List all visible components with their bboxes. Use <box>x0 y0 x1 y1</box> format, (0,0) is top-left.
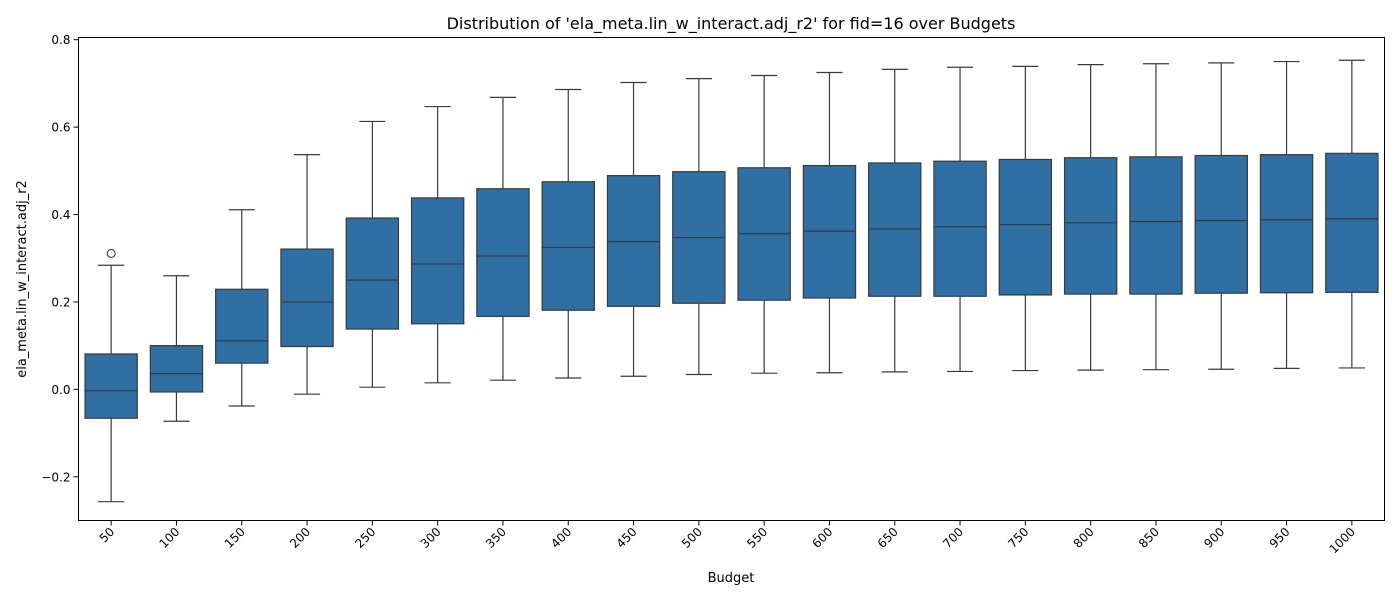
y-tick-label: 0.0 <box>51 383 70 397</box>
x-tick-label: 250 <box>352 525 378 551</box>
chart-title: Distribution of 'ela_meta.lin_w_interact… <box>447 14 1016 34</box>
x-tick-label: 550 <box>744 525 770 551</box>
box-350 <box>476 96 530 381</box>
iqr-box <box>410 197 465 325</box>
iqr-box <box>215 288 269 364</box>
iqr-box <box>868 162 922 297</box>
y-tick-label: 0.4 <box>51 208 70 222</box>
x-tick-label: 950 <box>1267 525 1293 551</box>
x-tick-label: 150 <box>222 525 248 551</box>
x-axis-label: Budget <box>708 571 755 586</box>
box-500 <box>672 77 726 376</box>
iqr-box <box>933 160 987 297</box>
x-tick-label: 450 <box>614 525 640 551</box>
box-300 <box>410 105 465 384</box>
box-200 <box>280 154 334 395</box>
x-tick-label: 650 <box>875 525 901 551</box>
box-450 <box>606 81 661 377</box>
x-tick-label: 200 <box>287 525 313 551</box>
y-tick-label: 0.6 <box>51 121 70 135</box>
y-tick-label: 0.8 <box>51 33 70 47</box>
y-axis-label: ela_meta.lin_w_interact.adj_r2 <box>15 180 30 378</box>
x-tick-label: 900 <box>1201 525 1227 551</box>
iqr-box <box>476 188 530 317</box>
iqr-box <box>345 217 400 330</box>
box-250 <box>345 120 400 388</box>
iqr-box <box>1194 154 1248 294</box>
x-tick-label: 800 <box>1071 525 1097 551</box>
x-tick-label: 700 <box>940 525 966 551</box>
plot-area <box>84 59 1379 503</box>
iqr-box <box>84 353 138 419</box>
x-tick-label: 350 <box>483 525 509 551</box>
box-100 <box>149 275 204 422</box>
box-800 <box>1063 64 1118 371</box>
iqr-box <box>541 181 595 311</box>
x-tick-label: 300 <box>418 525 444 551</box>
iqr-box <box>998 158 1053 296</box>
box-150 <box>215 209 269 407</box>
y-tick-label: −0.2 <box>41 470 70 484</box>
x-tick-label: 850 <box>1136 525 1162 551</box>
x-tick-label: 500 <box>679 525 705 551</box>
box-700 <box>933 66 987 373</box>
x-tick-label: 100 <box>156 525 182 551</box>
x-tick-label: 750 <box>1005 525 1031 551</box>
iqr-box <box>280 248 334 348</box>
iqr-box <box>802 164 857 299</box>
box-750 <box>998 65 1053 372</box>
x-tick-label: 400 <box>548 525 574 551</box>
x-tick-label: 1000 <box>1326 525 1357 556</box>
box-600 <box>802 71 857 374</box>
plot-frame <box>78 37 1385 521</box>
box-950 <box>1259 60 1314 369</box>
box-550 <box>737 74 791 374</box>
box-50 <box>84 248 138 503</box>
y-axis: −0.2 0.0 0.2 0.4 0.6 0.8 <box>41 33 79 484</box>
x-tick-label: 600 <box>809 525 835 551</box>
iqr-box <box>606 175 661 307</box>
box-400 <box>541 88 595 379</box>
box-900 <box>1194 62 1248 370</box>
iqr-box <box>1259 154 1314 294</box>
x-tick-label: 50 <box>97 525 118 546</box>
box-1000 <box>1325 59 1379 369</box>
iqr-box <box>1325 152 1379 293</box>
x-axis: 50 100 150 200 250 300 350 400 450 500 550 600 650 70… <box>97 520 1358 556</box>
y-tick-label: 0.2 <box>51 295 70 309</box>
box-850 <box>1129 63 1183 371</box>
iqr-box <box>1063 157 1118 295</box>
outlier-point <box>106 248 116 258</box>
box-650 <box>868 68 922 373</box>
iqr-box <box>1129 156 1183 295</box>
iqr-box <box>149 345 204 393</box>
